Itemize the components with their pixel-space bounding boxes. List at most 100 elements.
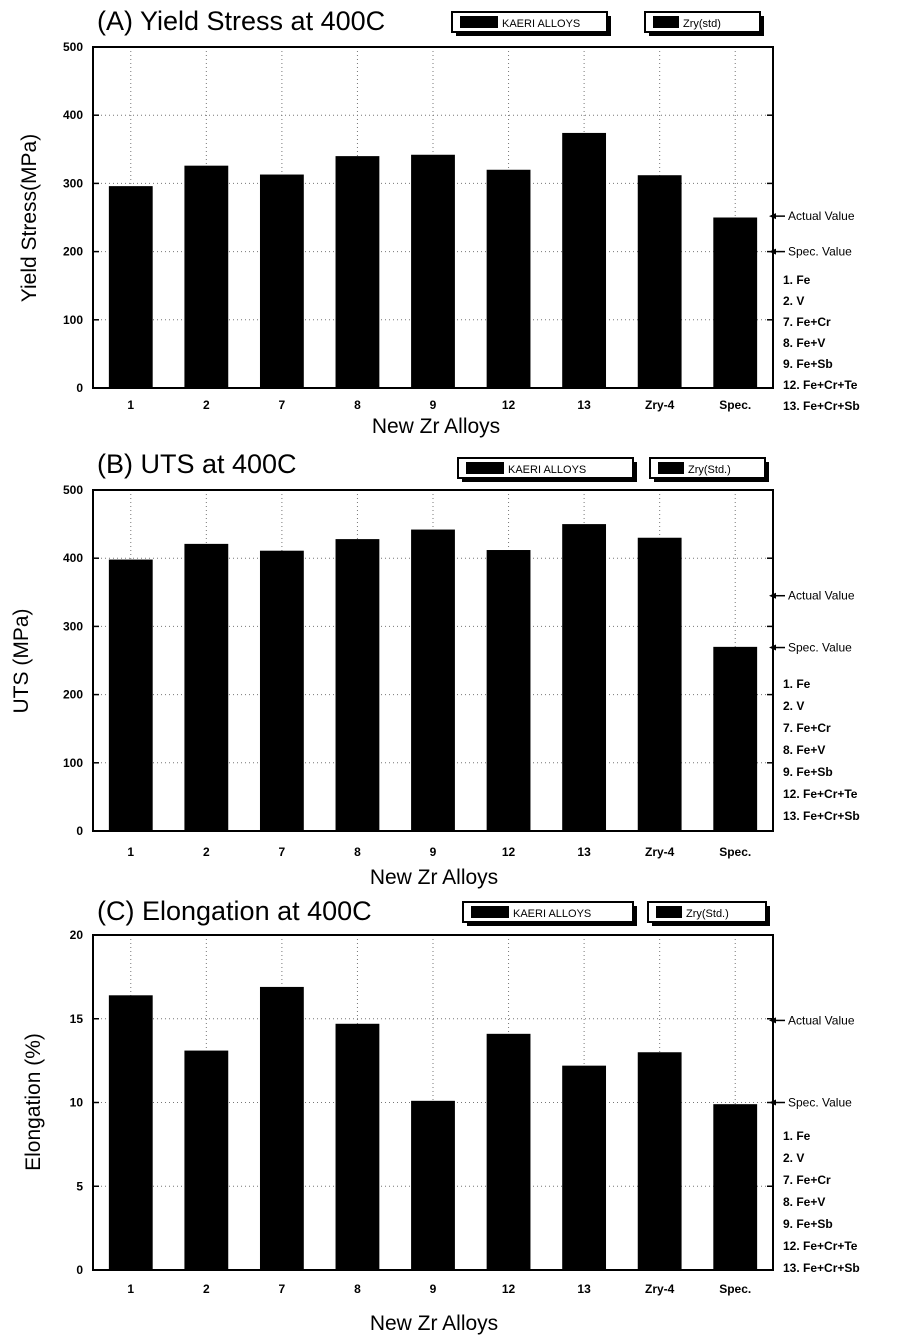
annotation-label: Spec. Value [788,641,852,655]
alloy-list-item: 8. Fe+V [783,336,825,350]
annotation: Actual Value [769,589,855,603]
annotation-arrowhead [769,1017,776,1024]
alloy-list-item: 8. Fe+V [783,1195,825,1209]
y-tick-label: 300 [63,176,83,190]
bar [184,1050,229,1270]
annotation-label: Spec. Value [788,1096,852,1110]
x-tick-label: 1 [127,845,134,859]
x-tick-label: 9 [430,398,437,412]
alloy-list-item: 9. Fe+Sb [783,765,833,779]
bar [411,1100,455,1270]
annotation-arrowhead [769,1099,776,1106]
x-tick-label: Zry-4 [645,845,675,859]
bar [184,543,229,831]
alloy-list-item: 1. Fe [783,273,811,287]
bar [486,550,531,831]
annotation-arrowhead [769,213,776,220]
bar [713,646,758,831]
x-tick-label: Spec. [719,1282,751,1296]
y-tick-label: 100 [63,313,83,327]
y-tick-label: 0 [76,1263,83,1277]
alloy-list-item: 7. Fe+Cr [783,315,831,329]
x-tick-label: 2 [203,398,210,412]
annotation-label: Spec. Value [788,245,852,259]
legend-item: Zry(Std.) [647,901,770,926]
y-tick-label: 500 [63,483,83,497]
chart-panel: (C) Elongation at 400C KAERI ALLOYS Zry(St… [22,896,860,1335]
x-tick-label: 8 [354,398,361,412]
x-tick-label: 12 [502,1282,516,1296]
chart-title: (A) Yield Stress at 400C [97,6,385,36]
x-tick-label: 13 [577,1282,591,1296]
annotation-arrowhead [769,592,776,599]
alloy-list-item: 2. V [783,699,804,713]
bar [637,175,682,388]
annotation-arrowhead [769,644,776,651]
chart-panel: (A) Yield Stress at 400C KAERI ALLOYS Zry(… [18,6,860,438]
alloy-list-item: 12. Fe+Cr+Te [783,787,858,801]
bar [259,986,304,1270]
legend-item: KAERI ALLOYS [451,11,611,36]
legend-swatch [471,906,509,918]
legend-swatch [656,906,682,918]
y-tick-label: 20 [70,928,84,942]
y-tick-label: 15 [70,1012,84,1026]
legend-label: KAERI ALLOYS [508,464,586,476]
bar [486,1033,531,1270]
x-tick-label: 9 [430,1282,437,1296]
x-tick-label: 7 [279,1282,286,1296]
x-tick-label: 8 [354,1282,361,1296]
y-tick-label: 10 [70,1096,84,1110]
bar [108,995,153,1270]
bar [335,1023,380,1270]
bar [562,132,607,388]
x-tick-label: 12 [502,398,516,412]
alloy-list-item: 12. Fe+Cr+Te [783,1239,858,1253]
bar [411,529,455,831]
bar [259,174,304,388]
x-tick-label: Spec. [719,845,751,859]
y-tick-label: 400 [63,108,83,122]
y-tick-label: 200 [63,245,83,259]
annotation: Actual Value [769,1013,855,1027]
y-tick-label: 5 [76,1179,83,1193]
legend-swatch [466,462,504,474]
x-axis-title: New Zr Alloys [370,1312,498,1335]
y-tick-label: 300 [63,619,83,633]
x-tick-label: 2 [203,845,210,859]
legend-label: Zry(Std.) [688,464,731,476]
y-tick-label: 500 [63,40,83,54]
x-tick-label: 7 [279,845,286,859]
alloy-list-item: 1. Fe [783,1129,811,1143]
legend-label: KAERI ALLOYS [513,908,591,920]
bar [637,1052,682,1270]
chart-panel: (B) UTS at 400C KAERI ALLOYS Zry(Std.) 0 100… [10,449,860,889]
bar [713,217,758,388]
y-tick-label: 0 [76,824,83,838]
annotation: Spec. Value [769,1096,852,1110]
legend-swatch [460,16,498,28]
alloy-list-item: 2. V [783,294,804,308]
legend-item: Zry(Std.) [649,457,769,482]
legend-swatch [653,16,679,28]
alloy-list-item: 7. Fe+Cr [783,721,831,735]
x-tick-label: 1 [127,398,134,412]
alloy-list-item: 12. Fe+Cr+Te [783,378,858,392]
bar [184,165,229,388]
bar [335,156,380,388]
bar [562,1065,607,1270]
x-tick-label: 13 [577,398,591,412]
alloy-list-item: 8. Fe+V [783,743,825,757]
bar [259,550,304,831]
y-axis-title: Elongation (%) [22,1033,45,1171]
alloy-list-item: 2. V [783,1151,804,1165]
bar [108,559,153,831]
legend-label: Zry(Std.) [686,908,729,920]
legend-label: KAERI ALLOYS [502,18,580,30]
x-axis-title: New Zr Alloys [370,866,498,889]
y-axis-title: UTS (MPa) [10,609,33,714]
bar [713,1104,758,1270]
y-tick-label: 400 [63,551,83,565]
annotation-label: Actual Value [788,589,855,603]
y-tick-label: 0 [76,381,83,395]
